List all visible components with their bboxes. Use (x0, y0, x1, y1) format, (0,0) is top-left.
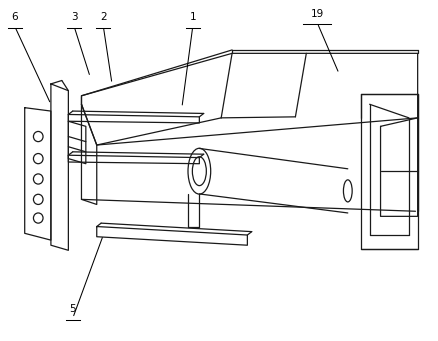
Text: 1: 1 (190, 12, 196, 22)
Text: 6: 6 (11, 12, 18, 22)
Text: 3: 3 (71, 12, 78, 22)
Text: 2: 2 (100, 12, 106, 22)
Text: 5: 5 (69, 304, 76, 314)
Text: 19: 19 (311, 9, 324, 19)
